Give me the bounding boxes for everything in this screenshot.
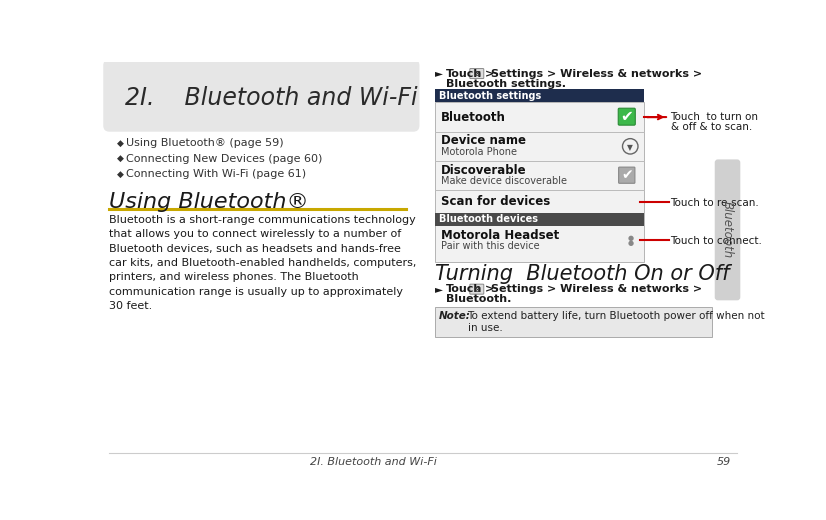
Text: Bluetooth.: Bluetooth. [446, 294, 511, 304]
Text: ◆: ◆ [117, 139, 124, 148]
Text: Discoverable: Discoverable [441, 164, 527, 177]
Bar [435, 102, 644, 262]
Text: Scan for devices: Scan for devices [441, 196, 550, 209]
Text: Touch to re-scan.: Touch to re-scan. [671, 198, 759, 208]
Text: ►: ► [435, 69, 443, 79]
Text: in use.: in use. [468, 322, 502, 333]
Text: Bluetooth is a short-range communications technology
that allows you to connect : Bluetooth is a short-range communication… [110, 215, 417, 311]
Text: Using Bluetooth® (page 59): Using Bluetooth® (page 59) [126, 138, 284, 148]
Text: Connecting New Devices (page 60): Connecting New Devices (page 60) [126, 153, 323, 164]
Text: Bluetooth settings.: Bluetooth settings. [446, 79, 566, 88]
Text: To extend battery life, turn Bluetooth power off when not: To extend battery life, turn Bluetooth p… [468, 311, 765, 321]
FancyBboxPatch shape [470, 284, 484, 294]
Text: Bluetooth: Bluetooth [721, 201, 734, 258]
Text: Note:: Note: [439, 311, 471, 321]
Text: ⊠: ⊠ [473, 69, 480, 78]
Text: ●: ● [627, 240, 634, 246]
Text: Settings > Wireless & networks >: Settings > Wireless & networks > [491, 284, 702, 294]
Text: Bluetooth: Bluetooth [441, 111, 506, 124]
Text: ●: ● [627, 235, 634, 241]
Text: Settings > Wireless & networks >: Settings > Wireless & networks > [491, 69, 702, 79]
Bar [435, 307, 712, 336]
FancyBboxPatch shape [618, 108, 635, 125]
Text: ⊠: ⊠ [473, 284, 480, 294]
Text: Touch: Touch [446, 69, 482, 79]
Text: ▼: ▼ [627, 142, 634, 152]
Text: Motorola Headset: Motorola Headset [441, 229, 559, 242]
FancyBboxPatch shape [619, 167, 635, 183]
Text: Touch to connect.: Touch to connect. [671, 237, 762, 246]
Text: Touch: Touch [446, 284, 482, 294]
Bar [435, 89, 644, 102]
FancyBboxPatch shape [103, 59, 420, 132]
Text: Motorola Phone: Motorola Phone [441, 147, 517, 157]
Text: & off & to scan.: & off & to scan. [671, 122, 752, 132]
Text: ◆: ◆ [117, 154, 124, 163]
Bar [435, 213, 644, 226]
Text: ►: ► [435, 284, 443, 294]
Text: >: > [486, 69, 498, 79]
Text: Turning  Bluetooth On or Off: Turning Bluetooth On or Off [435, 264, 729, 284]
Text: 2I. Bluetooth and Wi-Fi: 2I. Bluetooth and Wi-Fi [310, 458, 436, 467]
FancyBboxPatch shape [470, 69, 484, 79]
Text: 59: 59 [717, 458, 731, 467]
Text: Device name: Device name [441, 135, 526, 148]
Text: 2I.    Bluetooth and Wi-Fi: 2I. Bluetooth and Wi-Fi [125, 86, 418, 110]
Text: Make device discoverable: Make device discoverable [441, 176, 567, 186]
Text: Bluetooth devices: Bluetooth devices [439, 214, 538, 225]
Text: ✔: ✔ [621, 168, 633, 182]
Text: ✔: ✔ [620, 109, 634, 124]
Text: Connecting With Wi-Fi (page 61): Connecting With Wi-Fi (page 61) [126, 169, 306, 179]
FancyBboxPatch shape [714, 160, 740, 301]
Text: Bluetooth settings: Bluetooth settings [439, 91, 541, 101]
Text: >: > [486, 284, 495, 294]
Text: ◆: ◆ [117, 170, 124, 178]
Text: Pair with this device: Pair with this device [441, 241, 539, 252]
Text: Using Bluetooth®: Using Bluetooth® [110, 192, 309, 212]
Text: Touch  to turn on: Touch to turn on [671, 112, 758, 122]
